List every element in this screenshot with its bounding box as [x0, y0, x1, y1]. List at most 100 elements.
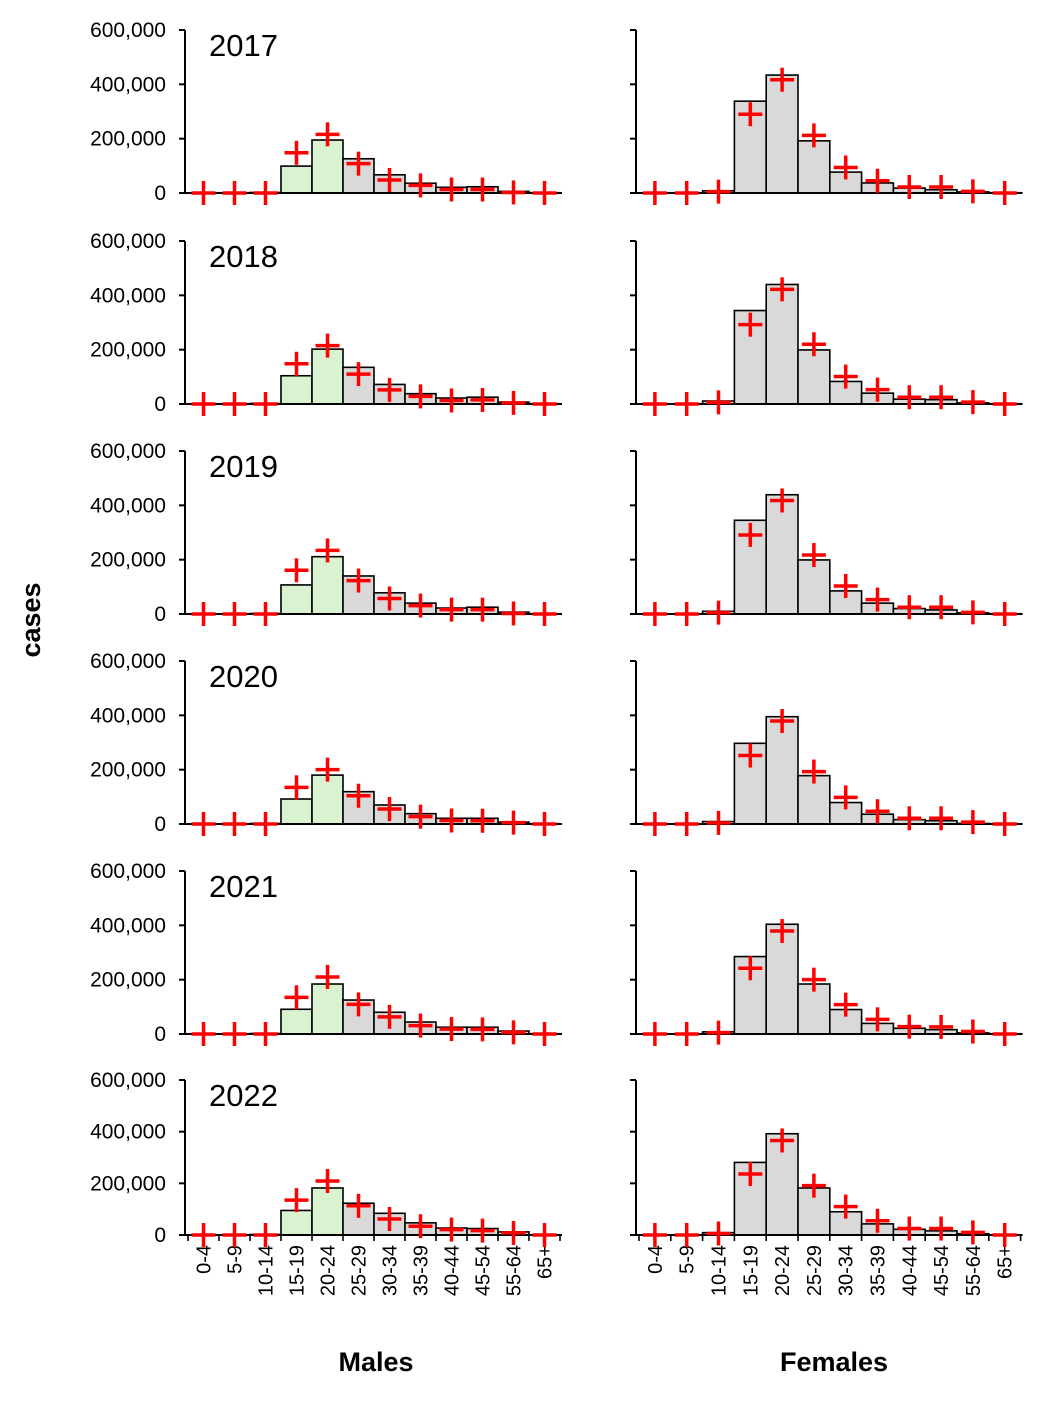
marker-10-14	[254, 392, 278, 416]
x-tick-label: 30-34	[380, 1245, 402, 1296]
marker-15-19	[285, 558, 309, 582]
x-tick-label: 0-4	[645, 1245, 667, 1274]
x-tick-label: 65+	[535, 1245, 557, 1279]
y-tick-label: 0	[154, 603, 166, 626]
y-tick-label: 600,000	[90, 440, 166, 463]
marker-5-9	[675, 1022, 699, 1046]
panels: 0 200,000 400,000 600,000 2017 0 200,000 400,00…	[90, 19, 1023, 1296]
x-tick-label: 25-29	[804, 1245, 826, 1296]
x-tick-label: 15-19	[287, 1245, 309, 1296]
panel-2017-females	[630, 30, 1023, 205]
marker-0-4	[643, 181, 667, 205]
panel-2019-females	[630, 451, 1023, 626]
y-tick-label: 0	[154, 1023, 166, 1046]
marker-40-44	[440, 1017, 464, 1041]
marker-40-44	[440, 1218, 464, 1242]
marker-10-14	[707, 601, 731, 625]
bar-20-24	[312, 984, 343, 1034]
panel-2018-females	[630, 241, 1023, 416]
marker-15-19	[285, 1188, 309, 1212]
x-tick-label: 40-44	[442, 1245, 464, 1296]
y-tick-label: 600,000	[90, 650, 166, 673]
marker-10-14	[254, 602, 278, 626]
x-tick-label: 65+	[995, 1245, 1017, 1279]
marker-40-44	[440, 598, 464, 622]
marker-55-64	[961, 1220, 985, 1244]
marker-45-54	[471, 1017, 495, 1041]
x-tick-label: 55-64	[504, 1245, 526, 1296]
x-tick-label: 10-14	[256, 1245, 278, 1296]
y-tick-label: 400,000	[90, 914, 166, 937]
y-tick-label: 600,000	[90, 860, 166, 883]
y-tick-label: 400,000	[90, 1121, 166, 1144]
marker-65+	[533, 812, 557, 836]
marker-15-19	[285, 775, 309, 799]
marker-65+	[533, 1022, 557, 1046]
marker-65+	[993, 1223, 1017, 1247]
bar-15-19	[281, 799, 312, 824]
x-tick-label: 40-44	[899, 1245, 921, 1296]
marker-45-54	[471, 388, 495, 412]
x-tick-label: 55-64	[963, 1245, 985, 1296]
x-tick-label: 35-39	[868, 1245, 890, 1296]
marker-5-9	[675, 181, 699, 205]
marker-15-19	[285, 985, 309, 1009]
panel-year-label: 2021	[209, 869, 278, 904]
bar-25-29	[798, 350, 830, 404]
marker-0-4	[192, 1223, 216, 1247]
marker-40-44	[897, 595, 921, 619]
panel-year-label: 2017	[209, 28, 278, 63]
x-tick-label: 35-39	[411, 1245, 433, 1296]
y-tick-label: 200,000	[90, 969, 166, 992]
marker-55-64	[502, 601, 526, 625]
y-tick-label: 400,000	[90, 704, 166, 727]
marker-55-64	[961, 810, 985, 834]
y-tick-label: 0	[154, 393, 166, 416]
y-tick-label: 200,000	[90, 339, 166, 362]
marker-45-54	[929, 806, 953, 830]
marker-65+	[993, 602, 1017, 626]
marker-15-19	[285, 352, 309, 376]
x-tick-label: 5-9	[225, 1245, 247, 1274]
marker-10-14	[707, 1021, 731, 1045]
bar-15-19	[281, 585, 312, 614]
marker-0-4	[643, 602, 667, 626]
marker-45-54	[471, 1219, 495, 1243]
bar-15-19	[281, 166, 312, 193]
marker-5-9	[675, 812, 699, 836]
marker-55-64	[961, 179, 985, 203]
x-tick-label: 25-29	[349, 1245, 371, 1296]
marker-10-14	[254, 1223, 278, 1247]
marker-40-44	[897, 175, 921, 199]
marker-15-19	[285, 141, 309, 165]
y-tick-label: 0	[154, 1224, 166, 1247]
marker-65+	[533, 181, 557, 205]
marker-45-54	[929, 595, 953, 619]
x-tick-label: 20-24	[772, 1245, 794, 1296]
x-tick-label: 30-34	[836, 1245, 858, 1296]
marker-10-14	[707, 1221, 731, 1245]
marker-40-44	[897, 1217, 921, 1241]
bar-20-24	[312, 1188, 343, 1235]
panel-year-label: 2019	[209, 449, 278, 484]
marker-55-64	[502, 811, 526, 835]
marker-45-54	[471, 809, 495, 833]
y-tick-label: 0	[154, 182, 166, 205]
marker-0-4	[192, 392, 216, 416]
y-tick-label: 0	[154, 813, 166, 836]
bar-20-24	[312, 557, 343, 614]
marker-40-44	[440, 177, 464, 201]
marker-10-14	[254, 181, 278, 205]
marker-0-4	[192, 1022, 216, 1046]
marker-5-9	[675, 1223, 699, 1247]
x-tick-label: 45-54	[473, 1245, 495, 1296]
marker-5-9	[223, 392, 247, 416]
x-axis-title-males: Males	[338, 1347, 413, 1377]
marker-65+	[993, 1022, 1017, 1046]
y-tick-label: 200,000	[90, 1172, 166, 1195]
marker-5-9	[223, 812, 247, 836]
panel-2021-males: 0 200,000 400,000 600,000 2021	[90, 860, 562, 1046]
